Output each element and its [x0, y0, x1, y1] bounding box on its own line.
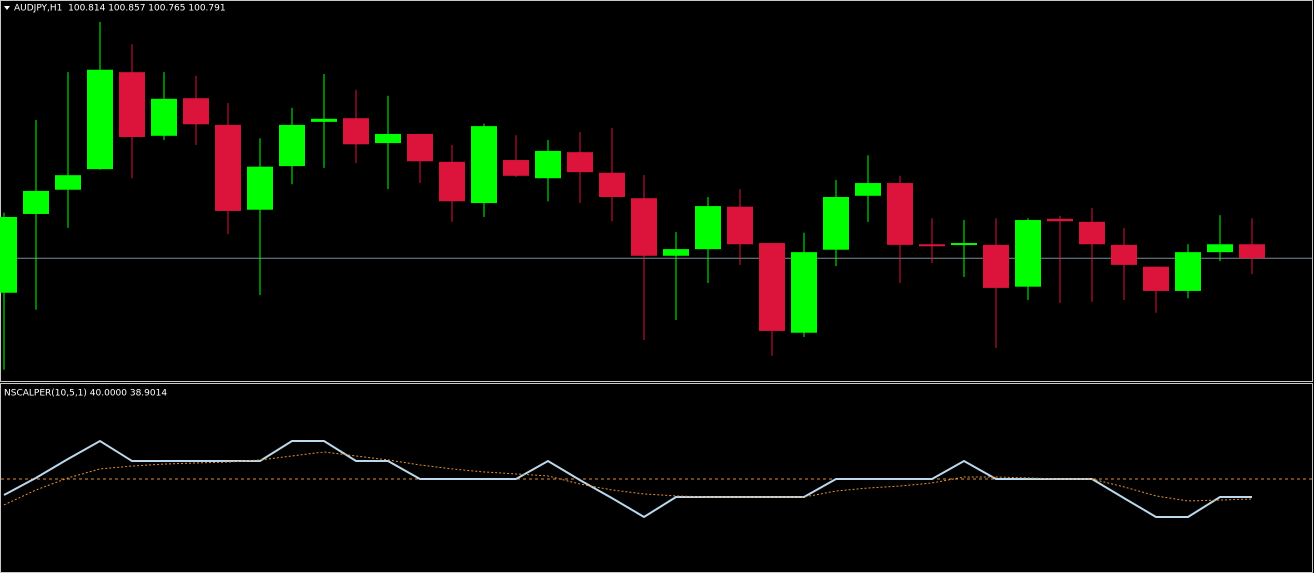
main-pane-frame	[0, 0, 1313, 382]
candle-body	[343, 118, 369, 145]
candle-body	[535, 150, 561, 179]
candle-body	[1207, 244, 1233, 253]
candle-body	[599, 172, 625, 197]
candle-body	[247, 166, 273, 210]
candle-body	[1111, 244, 1137, 265]
candle-body	[631, 198, 657, 256]
candle-body	[823, 197, 849, 250]
candle-body	[567, 152, 593, 173]
candle-body	[1239, 244, 1265, 259]
candle-body	[759, 243, 785, 331]
indicator-line	[3, 439, 1252, 519]
candle-body	[215, 124, 241, 211]
candle-body	[0, 216, 17, 293]
candle-body	[1047, 218, 1073, 222]
candle-body	[279, 124, 305, 167]
candle-body	[983, 244, 1009, 288]
candle-body	[23, 190, 49, 214]
candle-body	[87, 69, 113, 170]
candle-body	[503, 160, 529, 176]
candle-body	[119, 72, 145, 138]
candle-body	[151, 98, 177, 136]
candle-body	[1143, 266, 1169, 291]
candle-body	[439, 161, 465, 202]
candle-body	[951, 243, 977, 246]
candle-body	[727, 206, 753, 245]
candle-body	[919, 244, 945, 247]
symbol-header: AUDJPY,H1 100.814 100.857 100.765 100.79…	[14, 4, 226, 14]
candle-body	[471, 126, 497, 204]
candle-body	[311, 118, 337, 122]
candle-body	[1175, 252, 1201, 291]
candle-body	[791, 252, 817, 333]
indicator-header: NSCALPER(10,5,1) 40.0000 38.9014	[4, 389, 167, 399]
candle-body	[695, 206, 721, 250]
menu-arrow[interactable]	[4, 6, 10, 10]
candle-body	[375, 133, 401, 144]
candle-body	[55, 175, 81, 190]
candle-body	[407, 133, 433, 162]
candle-body	[183, 98, 209, 125]
candle-body	[1015, 220, 1041, 287]
candle-body	[887, 183, 913, 245]
candle-body	[663, 249, 689, 256]
candle-body	[1079, 221, 1105, 245]
indicator-line	[3, 451, 1253, 506]
candle-body	[855, 183, 881, 196]
